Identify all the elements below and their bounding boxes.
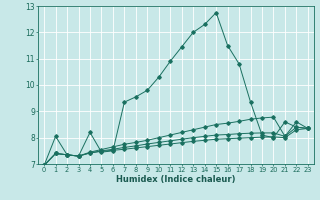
X-axis label: Humidex (Indice chaleur): Humidex (Indice chaleur) <box>116 175 236 184</box>
